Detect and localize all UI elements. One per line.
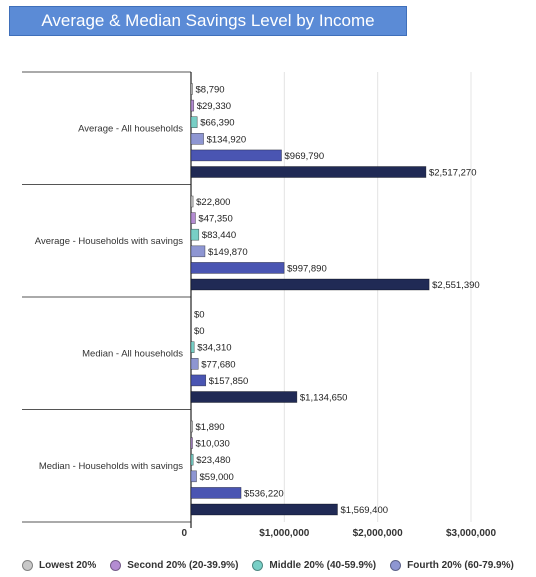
legend-item: Second 20% (20-39.9%) <box>110 559 239 571</box>
legend-label: Second 20% (20-39.9%) <box>127 559 239 571</box>
data-label: $157,850 <box>209 376 249 387</box>
bar <box>190 212 196 224</box>
bar <box>190 374 207 387</box>
data-label: $29,330 <box>197 101 231 112</box>
data-label: $0 <box>194 310 205 321</box>
bar <box>190 391 298 403</box>
data-label: $22,800 <box>196 197 230 208</box>
bar <box>190 166 427 178</box>
bar <box>190 228 200 241</box>
data-label: $59,000 <box>200 472 234 483</box>
category-label: Median - All households <box>82 348 183 359</box>
data-label: $536,220 <box>244 488 284 499</box>
data-label: $1,134,650 <box>300 393 348 404</box>
legend-item: Middle 20% (40-59.9%) <box>252 559 377 571</box>
legend-label: Middle 20% (40-59.9%) <box>269 559 377 571</box>
legend-swatch <box>110 559 122 571</box>
legend-swatch <box>390 559 402 571</box>
data-label: $0 <box>194 326 205 337</box>
chart-title: Average & Median Savings Level by Income <box>41 11 375 30</box>
bar <box>190 149 282 162</box>
data-label: $77,680 <box>201 359 235 370</box>
legend-label: Fourth 20% (60-79.9%) <box>407 559 514 571</box>
bar <box>190 437 193 449</box>
bar <box>190 116 198 128</box>
data-label: $2,551,390 <box>432 280 480 291</box>
bar <box>190 245 206 258</box>
bar <box>190 262 285 274</box>
data-label: $23,480 <box>196 455 230 466</box>
x-tick-label: $1,000,000 <box>259 528 309 539</box>
data-label: $149,870 <box>208 247 248 258</box>
legend-swatch <box>22 559 33 571</box>
bar <box>190 357 199 370</box>
x-tick-label: $2,000,000 <box>353 528 403 539</box>
category-label: Median - Households with savings <box>39 461 183 472</box>
data-label: $1,569,400 <box>340 505 388 516</box>
legend-item: Fourth 20% (60-79.9%) <box>390 559 514 571</box>
bar <box>190 470 197 483</box>
legend-item: Lowest 20% <box>22 559 97 571</box>
bar <box>190 341 195 354</box>
category-label: Average - All households <box>78 123 183 134</box>
bar <box>190 99 195 112</box>
x-tick-label: 0 <box>181 528 187 539</box>
data-label: $134,920 <box>207 134 247 145</box>
legend-label: Lowest 20% <box>39 559 97 571</box>
data-label: $2,517,270 <box>429 168 477 179</box>
data-label: $83,440 <box>202 230 236 241</box>
chart-title-box: Average & Median Savings Level by Income <box>9 6 407 36</box>
data-label: $997,890 <box>287 263 327 274</box>
data-label: $47,350 <box>198 214 232 225</box>
bar <box>190 453 194 466</box>
data-label: $66,390 <box>200 118 234 129</box>
data-label: $34,310 <box>197 343 231 354</box>
data-label: $8,790 <box>196 85 225 96</box>
bar <box>190 503 338 516</box>
chart-legend: Lowest 20% Second 20% (20-39.9%) Middle 20… <box>22 556 514 574</box>
data-label: $1,890 <box>196 422 225 433</box>
data-label: $10,030 <box>196 439 230 450</box>
bar <box>190 420 193 433</box>
category-label: Average - Households with savings <box>35 236 183 247</box>
x-tick-label: $3,000,000 <box>446 528 496 539</box>
legend-swatch <box>252 559 264 571</box>
data-label: $969,790 <box>285 151 325 162</box>
bar <box>190 83 193 95</box>
bar <box>190 487 242 499</box>
bar <box>190 278 430 291</box>
bar <box>190 195 194 208</box>
bar <box>190 133 204 145</box>
